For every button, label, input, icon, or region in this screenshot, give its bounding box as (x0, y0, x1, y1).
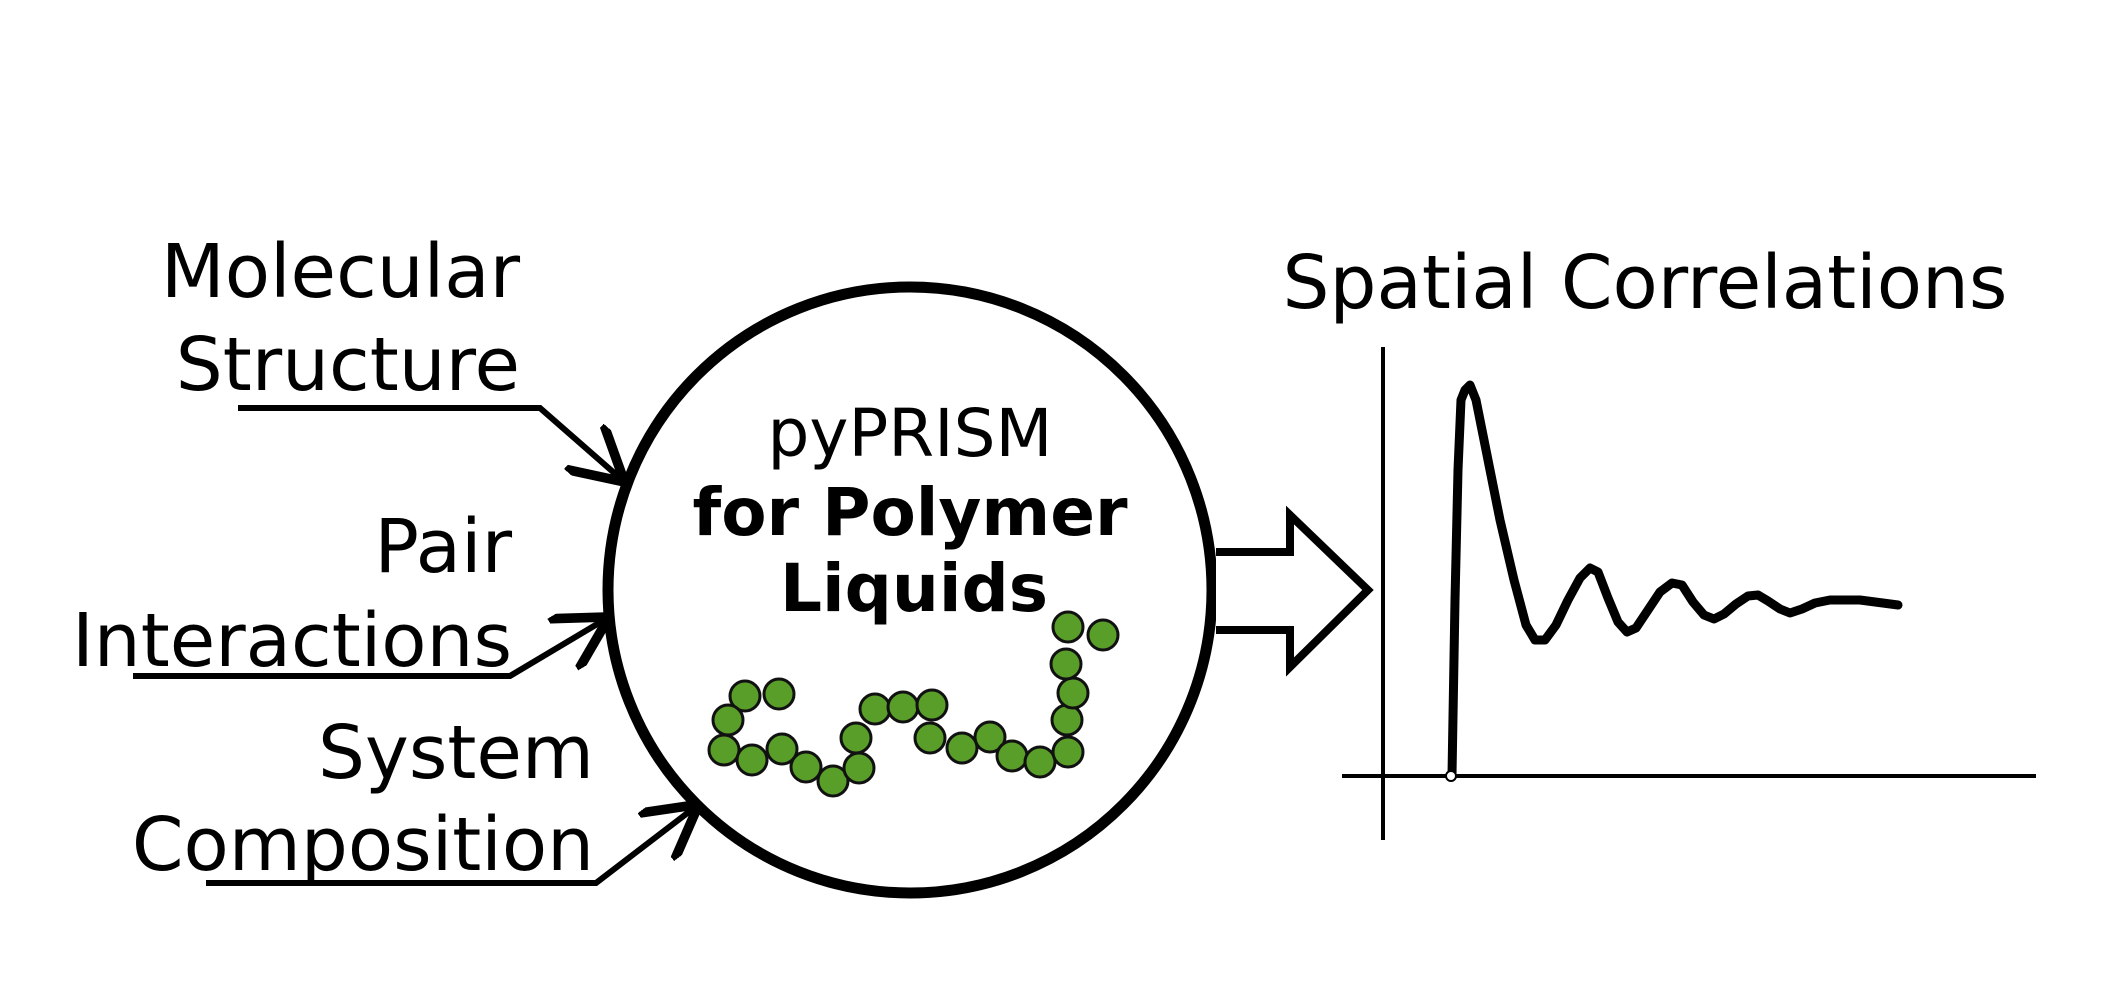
polymer-bead (886, 690, 920, 724)
polymer-bead (728, 679, 762, 713)
polymer-bead (735, 743, 769, 777)
structure-label: Structure (176, 322, 520, 408)
polymer-bead (858, 692, 892, 726)
polymer-chain-beads (707, 610, 1120, 798)
system-label: System (318, 710, 594, 796)
molecular-structure-arrow (238, 405, 620, 478)
polymer-bead (1050, 703, 1084, 737)
polymer-bead (1051, 735, 1085, 769)
polymer-bead (765, 732, 799, 766)
spatial-correlations-title: Spatial Correlations (1283, 240, 2008, 326)
output-arrow (1216, 505, 1374, 677)
polymer-bead (842, 751, 876, 785)
polymer-bead (1049, 647, 1083, 681)
polymer-bead (762, 677, 796, 711)
polymer-bead (973, 720, 1007, 754)
polymer-bead (995, 739, 1029, 773)
input-system-composition: System Composition (132, 710, 694, 888)
polymer-bead (839, 721, 873, 755)
spatial-correlations-plot: Spatial Correlations (1283, 240, 2036, 840)
pyprism-title: pyPRISM (768, 395, 1053, 472)
pair-label: Pair (374, 504, 512, 590)
polymer-bead (1023, 745, 1057, 779)
interactions-label: Interactions (72, 598, 512, 684)
input-molecular-structure: Molecular Structure (161, 229, 620, 478)
polymer-bead (707, 733, 741, 767)
correlation-curve (1447, 380, 1903, 780)
pair-interactions-arrow (133, 620, 604, 679)
pyprism-subtitle-line2: Liquids (780, 550, 1048, 627)
polymer-bead (711, 703, 745, 737)
polymer-bead (1086, 618, 1120, 652)
polymer-bead (1056, 676, 1090, 710)
polymer-bead (1051, 610, 1085, 644)
pyprism-subtitle-line1: for Polymer (692, 474, 1127, 551)
polymer-bead (789, 750, 823, 784)
input-pair-interactions: Pair Interactions (72, 504, 604, 684)
system-composition-arrow (206, 808, 694, 886)
polymer-bead (913, 721, 947, 755)
molecular-label: Molecular (161, 229, 521, 315)
curve-origin-marker (1445, 770, 1457, 782)
polymer-bead (816, 764, 850, 798)
composition-label: Composition (132, 802, 594, 888)
polymer-bead (915, 688, 949, 722)
pyprism-node: pyPRISM for Polymer Liquids (602, 281, 1218, 899)
polymer-bead (945, 731, 979, 765)
